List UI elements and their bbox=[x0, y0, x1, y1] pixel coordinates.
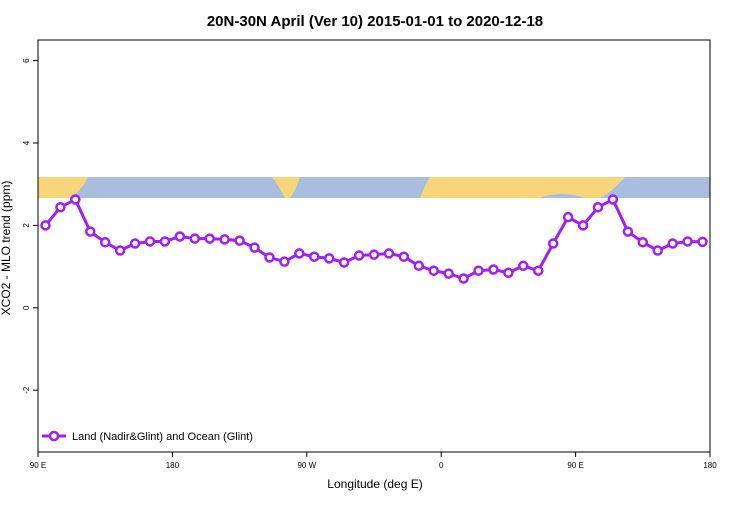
data-point bbox=[443, 268, 454, 279]
y-tick-label: 6 bbox=[22, 58, 31, 63]
x-axis-label: Longitude (deg E) bbox=[327, 477, 422, 491]
data-point bbox=[70, 194, 81, 205]
data-point bbox=[697, 236, 708, 248]
data-point bbox=[264, 252, 275, 263]
data-point bbox=[503, 267, 514, 279]
data-point bbox=[234, 235, 245, 246]
data-point bbox=[99, 237, 111, 248]
data-point bbox=[518, 260, 529, 272]
data-point bbox=[592, 202, 604, 213]
data-point bbox=[189, 233, 201, 244]
data-point bbox=[114, 245, 126, 256]
map-strip bbox=[38, 177, 710, 198]
data-point bbox=[428, 265, 439, 276]
data-point bbox=[368, 249, 380, 260]
data-point bbox=[622, 226, 634, 237]
data-point bbox=[174, 231, 186, 242]
y-tick-label: 0 bbox=[22, 305, 31, 310]
data-point bbox=[652, 245, 663, 256]
data-point bbox=[667, 238, 678, 249]
data-point bbox=[40, 220, 51, 231]
x-tick-label: 0 bbox=[439, 461, 444, 470]
y-tick-label: 2 bbox=[22, 223, 31, 228]
data-point bbox=[383, 248, 395, 259]
data-point bbox=[204, 233, 215, 244]
data-point bbox=[607, 194, 619, 205]
data-point bbox=[85, 226, 96, 237]
x-tick-label: 180 bbox=[166, 461, 180, 470]
data-point bbox=[533, 265, 544, 276]
x-tick-label: 90 W bbox=[297, 461, 316, 470]
data-point bbox=[398, 251, 410, 262]
x-tick-label: 180 bbox=[703, 461, 717, 470]
series-line bbox=[44, 197, 703, 281]
data-point bbox=[338, 257, 350, 268]
y-tick-label: -2 bbox=[22, 386, 31, 394]
data-point bbox=[55, 202, 66, 213]
x-tick-label: 90 E bbox=[567, 461, 583, 470]
data-point bbox=[219, 234, 230, 245]
data-point bbox=[473, 265, 484, 276]
data-point bbox=[249, 242, 260, 253]
data-point bbox=[144, 236, 156, 247]
data-point bbox=[294, 248, 305, 259]
data-point bbox=[323, 253, 335, 264]
data-point bbox=[279, 256, 290, 267]
data-point bbox=[547, 238, 559, 249]
data-point bbox=[637, 237, 649, 248]
data-point bbox=[413, 260, 425, 272]
x-tick-label: 90 E bbox=[30, 461, 46, 470]
data-point bbox=[353, 250, 365, 261]
data-point bbox=[458, 273, 469, 284]
legend-marker bbox=[48, 430, 60, 442]
chart-title: 20N-30N April (Ver 10) 2015-01-01 to 202… bbox=[207, 13, 543, 30]
data-point bbox=[129, 238, 141, 249]
y-axis-label: XCO2 - MLO trend (ppm) bbox=[0, 181, 13, 316]
data-point bbox=[562, 211, 574, 223]
y-tick-label: 4 bbox=[22, 140, 31, 145]
data-point bbox=[577, 220, 589, 231]
data-point bbox=[488, 264, 499, 275]
legend-label: Land (Nadir&Glint) and Ocean (Glint) bbox=[72, 431, 253, 443]
data-point bbox=[309, 251, 320, 262]
plot-frame bbox=[37, 39, 711, 453]
data-point bbox=[159, 236, 171, 247]
data-point bbox=[682, 236, 693, 247]
